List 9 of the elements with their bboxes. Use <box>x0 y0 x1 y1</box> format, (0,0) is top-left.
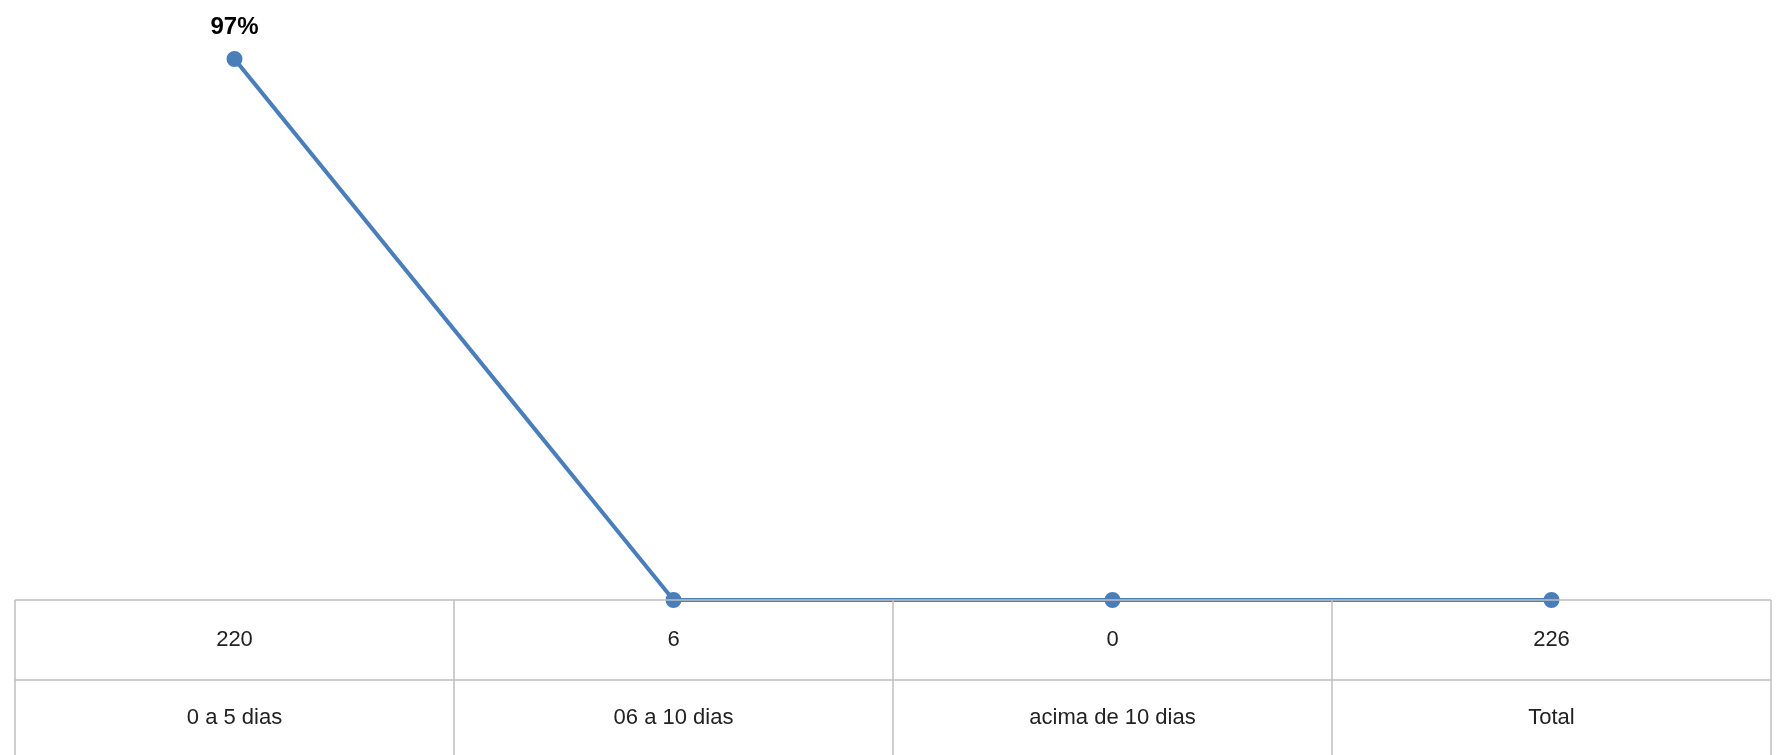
x-tick-label: acima de 10 dias <box>1029 703 1196 729</box>
x-tick-label: Total <box>1528 703 1575 729</box>
x-tick-label: 06 a 10 dias <box>613 703 734 729</box>
text: 226 <box>1533 626 1570 652</box>
text: 220 <box>216 626 253 652</box>
x-tick-label: 0 a 5 dias <box>186 703 283 729</box>
annotation: 97% <box>210 11 259 39</box>
text: 0 <box>1106 626 1119 652</box>
text: 6 <box>667 626 680 652</box>
